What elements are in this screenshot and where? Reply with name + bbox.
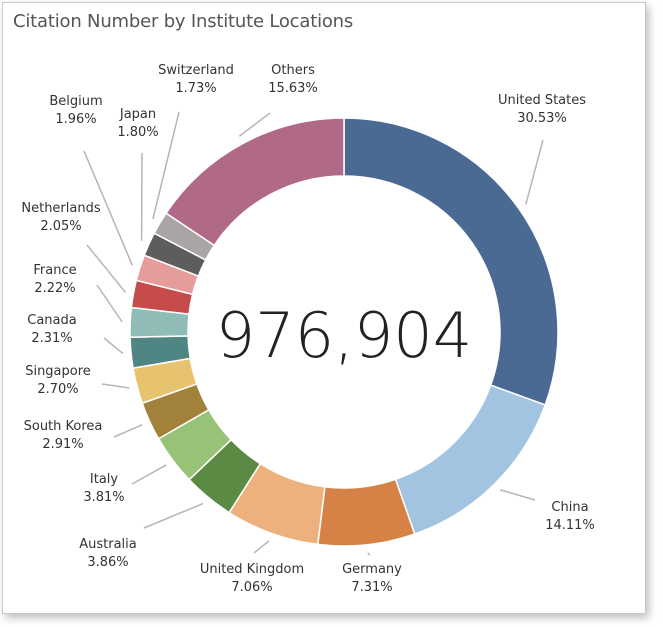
leader-line	[96, 284, 123, 323]
slice-label: Belgium	[49, 94, 102, 109]
slice-label: Others	[271, 63, 315, 78]
leader-line	[152, 111, 180, 220]
slice-percent-label: 15.63%	[268, 81, 318, 96]
slice-label: South Korea	[24, 419, 103, 434]
leader-line	[499, 489, 536, 501]
slice-percent-label: 7.06%	[231, 580, 272, 595]
slice-percent-label: 3.81%	[83, 490, 124, 505]
slice-percent-label: 2.22%	[34, 281, 75, 296]
leader-line	[83, 150, 133, 266]
slice-label: United States	[498, 93, 586, 108]
slice-percent-label: 1.80%	[117, 125, 158, 140]
slice-label: China	[551, 500, 588, 515]
slice-percent-label: 14.11%	[545, 518, 595, 533]
slice-label: United Kingdom	[200, 562, 304, 577]
slice-percent-label: 2.31%	[31, 331, 72, 346]
slice-percent-label: 2.91%	[42, 437, 83, 452]
slice-label: Canada	[27, 313, 76, 328]
slice-label: Japan	[119, 107, 156, 122]
leader-line	[253, 540, 270, 554]
leader-line	[103, 337, 124, 355]
chart-title: Citation Number by Institute Locations	[13, 11, 354, 32]
slice-label: Germany	[342, 562, 402, 577]
center-total-label: 976,904	[216, 299, 472, 372]
slice-percent-label: 7.31%	[351, 580, 392, 595]
slice-percent-label: 1.73%	[175, 81, 216, 96]
slice-percent-label: 1.96%	[55, 112, 96, 127]
leader-line	[101, 383, 130, 389]
slice-others[interactable]	[164, 117, 345, 247]
slice-percent-label: 2.70%	[37, 382, 78, 397]
slice-percent-label: 2.05%	[40, 219, 81, 234]
slice-percent-label: 3.86%	[87, 555, 128, 570]
slice-label: Netherlands	[21, 201, 100, 216]
slice-percent-label: 30.53%	[517, 111, 567, 126]
slice-label: Italy	[90, 472, 119, 487]
slice-label: Singapore	[25, 364, 91, 379]
leader-line	[238, 112, 271, 137]
leader-line	[143, 502, 204, 529]
leader-line	[367, 552, 371, 556]
slice-label: Australia	[79, 537, 137, 552]
slice-label: France	[33, 263, 76, 278]
leader-line	[113, 424, 143, 438]
leader-line	[131, 464, 167, 485]
slice-china[interactable]	[394, 384, 547, 535]
leader-line	[525, 139, 544, 205]
slice-united-states[interactable]	[343, 117, 559, 406]
leader-line	[86, 244, 127, 293]
slice-label: Switzerland	[158, 63, 234, 78]
